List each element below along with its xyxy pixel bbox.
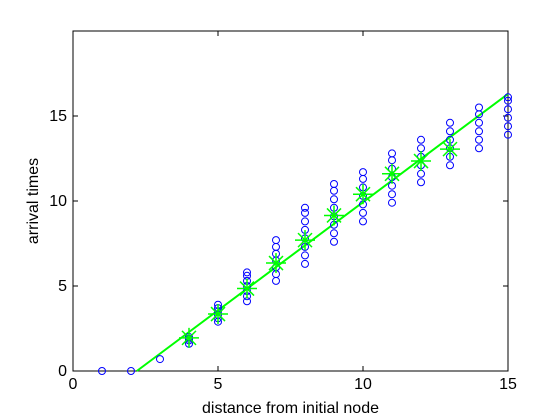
mean-point xyxy=(179,327,199,348)
sample-point xyxy=(475,127,483,136)
sample-point xyxy=(475,118,483,127)
sample-point xyxy=(504,105,512,114)
sample-point xyxy=(359,208,367,217)
sample-point xyxy=(243,268,251,277)
y-tick-label: 5 xyxy=(58,278,67,295)
y-tick-label: 15 xyxy=(49,108,67,125)
sample-point xyxy=(446,161,454,170)
sample-point xyxy=(446,118,454,127)
sample-point xyxy=(330,229,338,238)
sample-point xyxy=(301,217,309,226)
sample-point xyxy=(504,113,512,122)
y-tick-label: 0 xyxy=(58,363,67,380)
mean-point xyxy=(266,253,286,274)
sample-point xyxy=(475,135,483,144)
sample-point xyxy=(330,195,338,204)
sample-point xyxy=(359,217,367,226)
x-tick-label: 10 xyxy=(354,376,372,393)
sample-point xyxy=(504,96,512,105)
sample-point xyxy=(272,236,280,245)
mean-point xyxy=(440,139,460,160)
sample-point xyxy=(417,135,425,144)
sample-point xyxy=(388,149,396,158)
mean-point xyxy=(324,205,344,226)
sample-point xyxy=(330,237,338,246)
sample-point xyxy=(504,122,512,131)
axis-ticks xyxy=(72,31,509,372)
sample-point xyxy=(301,259,309,268)
sample-point xyxy=(127,367,135,375)
sample-point xyxy=(388,198,396,207)
plot-area xyxy=(72,30,509,372)
mean-point xyxy=(353,184,373,205)
tick-labels: 0 5 10 15 0 5 10 15 xyxy=(49,108,517,393)
sample-point xyxy=(475,144,483,153)
sample-point xyxy=(475,103,483,112)
y-tick-label: 10 xyxy=(49,193,67,210)
sample-point xyxy=(359,168,367,177)
x-axis-label: distance from initial node xyxy=(202,400,379,417)
x-tick-label: 0 xyxy=(69,376,78,393)
sample-point xyxy=(301,208,309,217)
y-axis-label: arrival times xyxy=(25,158,42,244)
sample-point xyxy=(417,178,425,187)
sample-point xyxy=(504,93,512,102)
x-tick-label: 5 xyxy=(214,376,223,393)
sample-point xyxy=(388,190,396,199)
sample-point xyxy=(504,130,512,139)
mean-point xyxy=(382,163,402,184)
sample-point xyxy=(301,251,309,260)
mean-point xyxy=(411,151,431,172)
sample-point xyxy=(301,203,309,212)
mean-point xyxy=(237,278,257,299)
plot-layer xyxy=(98,93,512,375)
sample-point xyxy=(156,355,164,364)
mean-point xyxy=(208,304,228,325)
x-tick-label: 15 xyxy=(499,376,517,393)
mean-point xyxy=(295,230,315,251)
sample-point xyxy=(98,367,106,375)
sample-point xyxy=(330,180,338,188)
sample-point xyxy=(446,127,454,136)
